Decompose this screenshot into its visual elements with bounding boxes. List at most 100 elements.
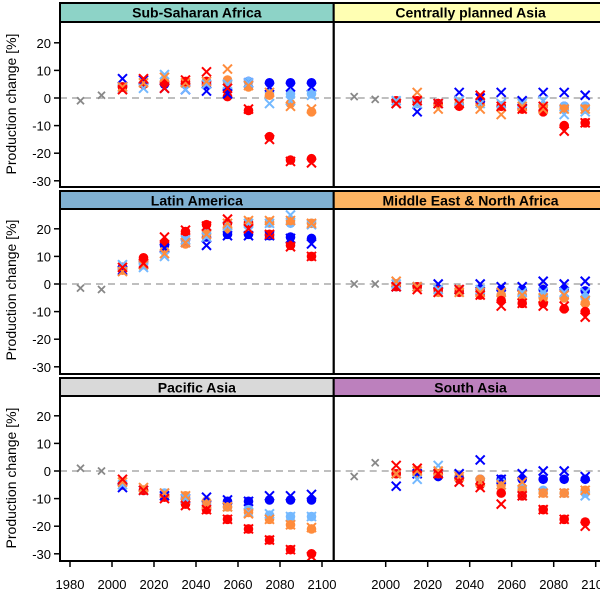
cross-point-series-4 bbox=[264, 134, 275, 145]
cross-point-series-1 bbox=[495, 87, 507, 98]
cross-point-series-1 bbox=[285, 233, 296, 244]
cross-point-series-3 bbox=[159, 72, 170, 83]
x-tick-label: 2060 bbox=[497, 577, 526, 592]
y-tick-label: -20 bbox=[32, 519, 51, 534]
circle-point-series-1 bbox=[538, 474, 548, 485]
cross-point-series-3 bbox=[390, 468, 402, 479]
circle-point-series-3 bbox=[285, 98, 296, 109]
cross-point-series-3 bbox=[516, 289, 528, 301]
y-axis-label: Production change [%] bbox=[3, 408, 19, 549]
data-points bbox=[350, 454, 591, 532]
panel-title: Sub-Saharan Africa bbox=[132, 5, 262, 21]
cross-point-series-1 bbox=[453, 468, 465, 479]
cross-point-series-4 bbox=[432, 468, 444, 479]
cross-point-series-4 bbox=[159, 231, 170, 243]
cross-point-series-2 bbox=[411, 98, 423, 109]
cross-point-series-3 bbox=[264, 87, 275, 98]
data-points bbox=[350, 87, 591, 137]
y-tick-label: -30 bbox=[32, 360, 51, 375]
cross-point-series-4 bbox=[285, 156, 296, 167]
circle-point-series-4 bbox=[306, 549, 317, 559]
panel-title: Pacific Asia bbox=[158, 380, 236, 396]
cross-point-series-3 bbox=[222, 218, 233, 229]
cross-point-series-2 bbox=[201, 231, 212, 243]
circle-point-series-3 bbox=[580, 298, 590, 309]
cross-point-series-1 bbox=[537, 276, 549, 287]
cross-point-series-4 bbox=[222, 514, 233, 525]
y-axis-label: Production change [%] bbox=[3, 220, 19, 361]
x-tick-label: 2060 bbox=[224, 577, 253, 592]
panel-pacific-asia: Pacific Asia 20 10 0 -10 -20 -30 1980 2000 2020 20… bbox=[32, 377, 336, 592]
cross-point-series-1 bbox=[285, 490, 296, 502]
cross-point-series-4 bbox=[537, 300, 549, 312]
y-tick-label: -10 bbox=[32, 305, 51, 320]
x-tick-label: 2000 bbox=[98, 577, 127, 592]
cross-point-series-1 bbox=[390, 480, 402, 492]
historical-point bbox=[371, 458, 380, 467]
cross-point-series-4 bbox=[201, 220, 212, 232]
cross-point-series-3 bbox=[138, 482, 149, 493]
cross-point-series-4 bbox=[579, 117, 591, 129]
historical-point bbox=[350, 92, 359, 101]
cross-point-series-2 bbox=[222, 78, 233, 90]
cross-point-series-4 bbox=[159, 83, 170, 94]
cross-point-series-4 bbox=[138, 258, 149, 269]
cross-point-series-1 bbox=[306, 489, 317, 500]
cross-point-series-4 bbox=[138, 73, 149, 84]
cross-point-series-1 bbox=[558, 278, 570, 290]
cross-point-series-4 bbox=[516, 103, 528, 115]
cross-point-series-3 bbox=[264, 514, 275, 525]
historical-point bbox=[97, 285, 106, 294]
cross-point-series-3 bbox=[243, 80, 254, 91]
x-tick-label: 2100 bbox=[581, 577, 600, 592]
cross-point-series-2 bbox=[306, 90, 317, 101]
data-points bbox=[76, 464, 317, 561]
cross-point-series-1 bbox=[222, 230, 233, 241]
panel-title: South Asia bbox=[434, 380, 507, 396]
cross-point-series-1 bbox=[537, 465, 549, 477]
cross-point-series-4 bbox=[411, 95, 423, 106]
cross-point-series-4 bbox=[117, 474, 128, 485]
cross-point-series-4 bbox=[558, 300, 570, 312]
cross-point-series-3 bbox=[180, 237, 191, 248]
cross-point-series-3 bbox=[411, 465, 423, 477]
cross-point-series-4 bbox=[537, 504, 549, 515]
cross-point-series-3 bbox=[558, 103, 570, 115]
cross-point-series-2 bbox=[180, 234, 191, 246]
cross-point-series-4 bbox=[411, 463, 423, 474]
cross-point-series-4 bbox=[159, 493, 170, 504]
cross-point-series-4 bbox=[243, 223, 254, 235]
x-tick-label: 2040 bbox=[182, 577, 211, 592]
historical-point bbox=[97, 91, 106, 100]
cross-point-series-4 bbox=[579, 311, 591, 323]
cross-point-series-2 bbox=[432, 284, 444, 295]
circle-point-series-4 bbox=[475, 480, 486, 490]
cross-point-series-4 bbox=[306, 551, 317, 561]
cross-point-series-4 bbox=[495, 101, 507, 112]
cross-point-series-1 bbox=[411, 106, 423, 118]
cross-point-series-3 bbox=[537, 103, 549, 115]
cross-point-series-4 bbox=[201, 504, 212, 515]
x-tick-label: 2080 bbox=[266, 577, 295, 592]
circle-point-series-4 bbox=[264, 131, 275, 142]
cross-point-series-3 bbox=[117, 81, 128, 93]
cross-point-series-3 bbox=[474, 103, 486, 115]
cross-point-series-4 bbox=[432, 98, 444, 109]
circle-point-series-4 bbox=[559, 304, 569, 314]
cross-point-series-1 bbox=[159, 490, 170, 502]
circle-point-series-2 bbox=[285, 89, 296, 99]
cross-point-series-4 bbox=[117, 84, 128, 95]
y-tick-label: 20 bbox=[37, 409, 51, 424]
cross-point-series-3 bbox=[537, 292, 549, 304]
data-points bbox=[76, 63, 317, 169]
cross-point-series-1 bbox=[474, 454, 486, 466]
cross-point-series-4 bbox=[453, 476, 465, 488]
cross-point-series-2 bbox=[159, 69, 170, 80]
cross-point-series-1 bbox=[306, 81, 317, 93]
y-tick-label: 10 bbox=[37, 63, 51, 78]
cross-point-series-3 bbox=[159, 248, 170, 259]
cross-point-series-3 bbox=[306, 218, 317, 229]
cross-point-series-3 bbox=[474, 287, 486, 298]
cross-point-series-2 bbox=[579, 106, 591, 118]
